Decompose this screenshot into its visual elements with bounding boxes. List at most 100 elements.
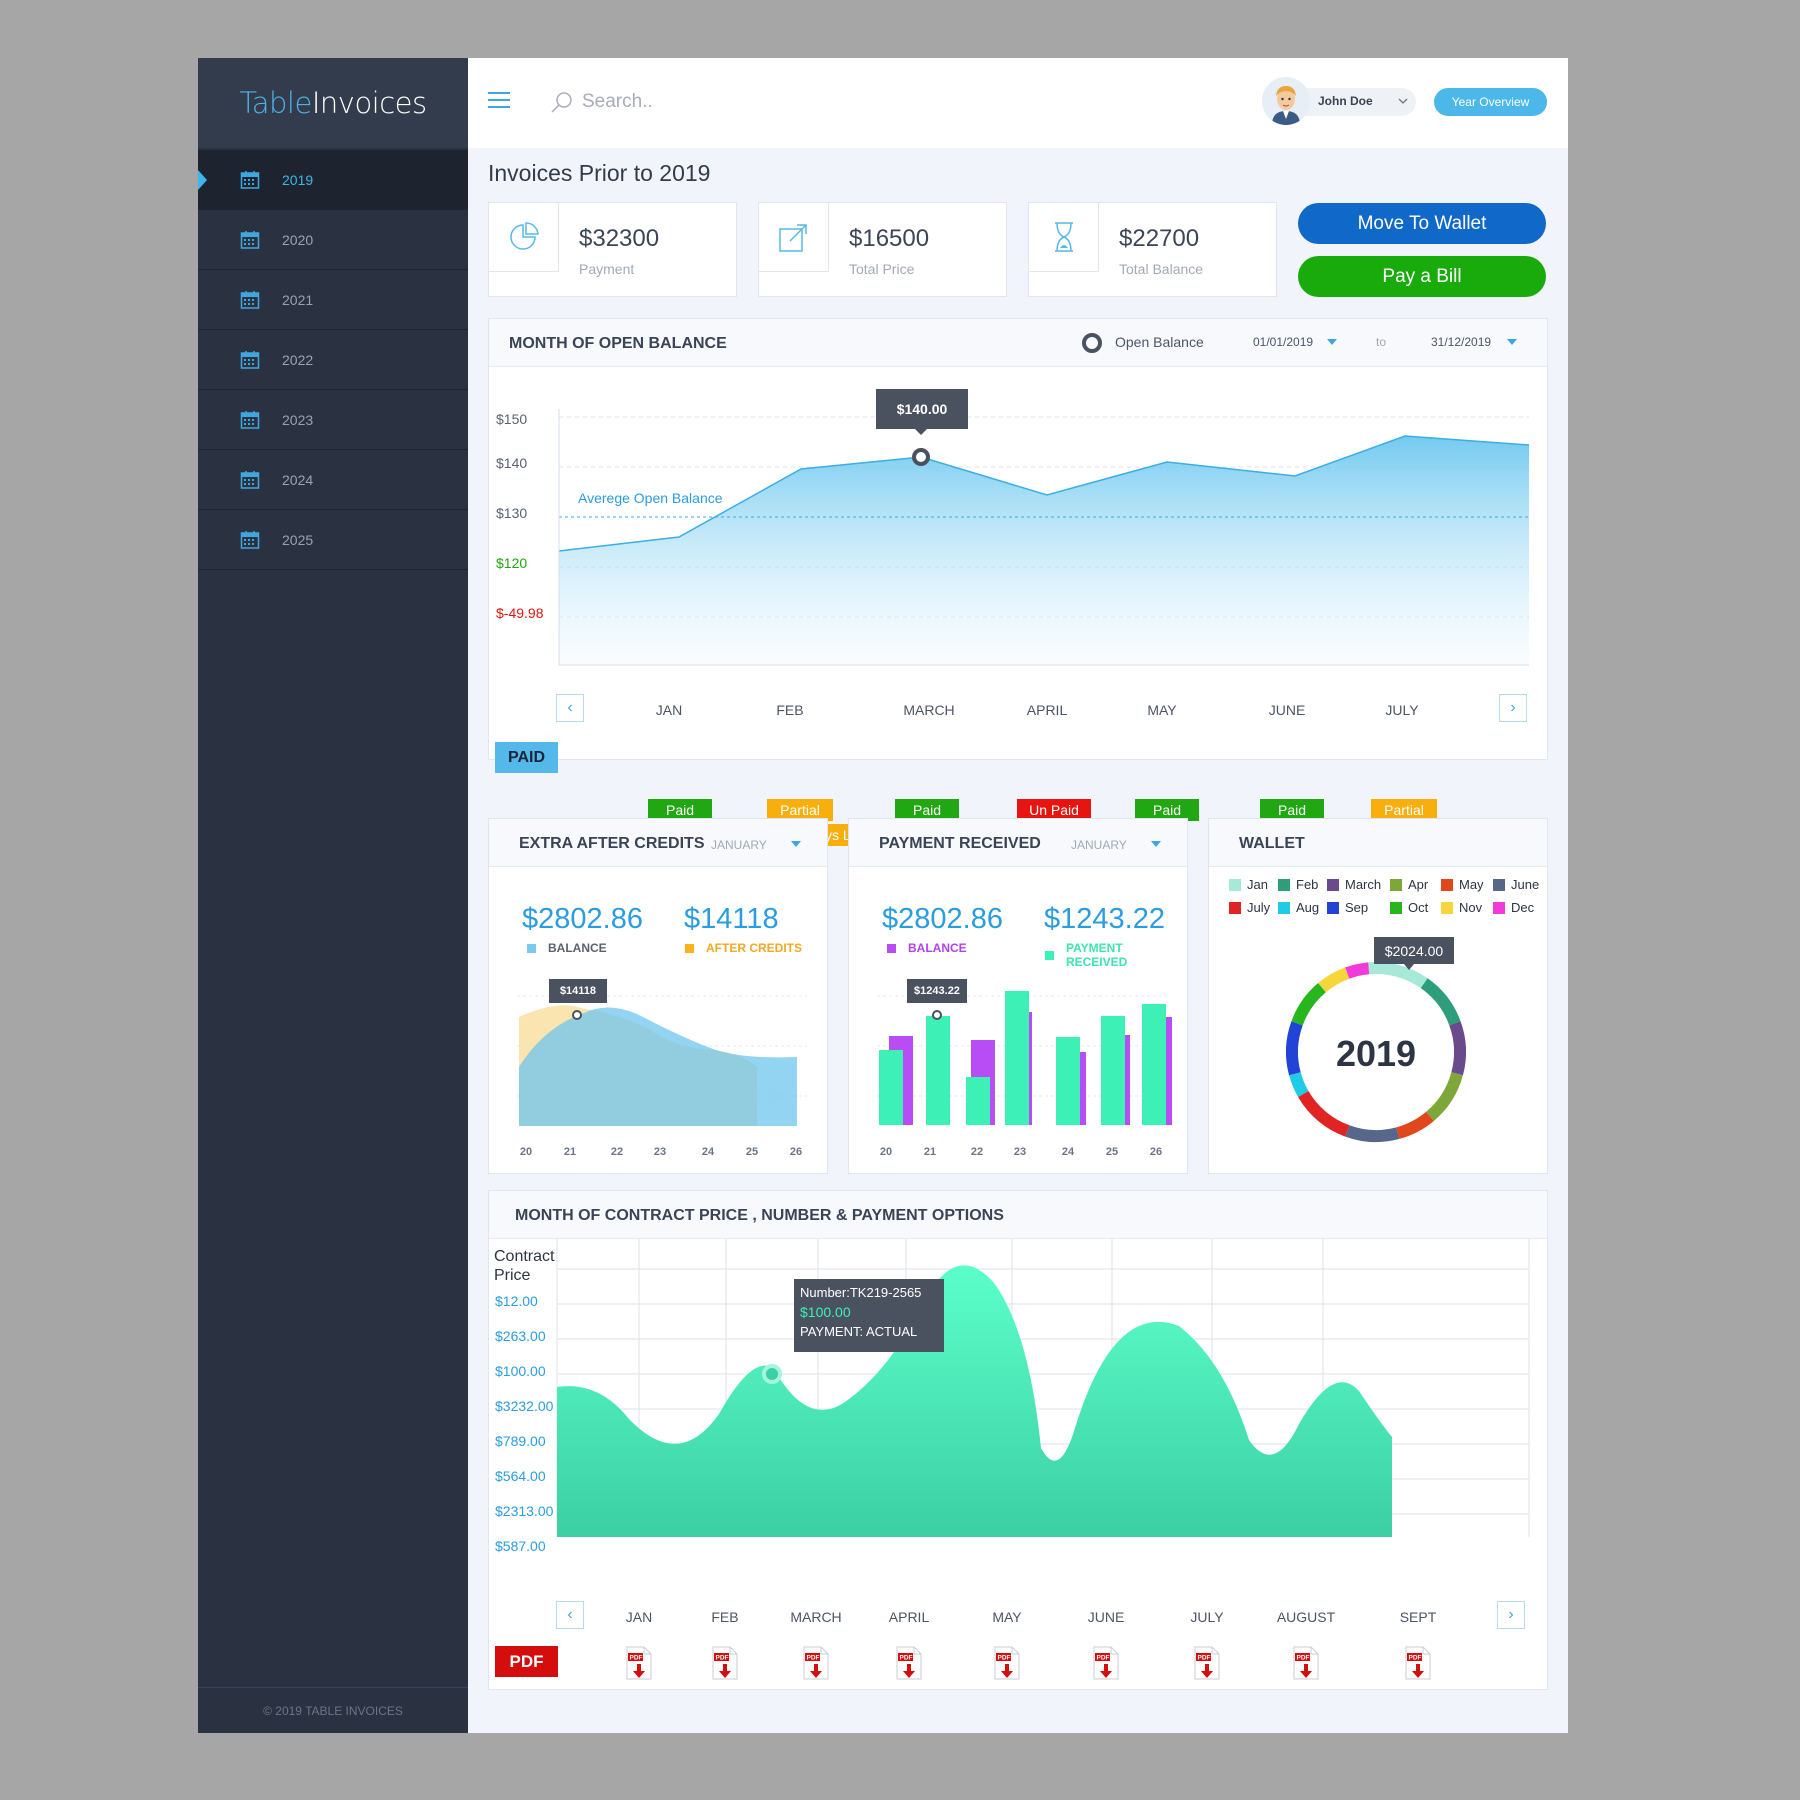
donut-segment[interactable] xyxy=(1368,962,1428,989)
donut-segment[interactable] xyxy=(1318,967,1350,993)
x-tick-label: 24 xyxy=(1061,1146,1075,1158)
caret-down-icon[interactable] xyxy=(1151,841,1161,847)
donut-segment[interactable] xyxy=(1345,1125,1400,1142)
donut-segment[interactable] xyxy=(1420,978,1461,1026)
pay-bill-button[interactable]: Pay a Bill xyxy=(1298,256,1546,297)
x-tick-label: 20 xyxy=(519,1146,533,1158)
caret-down-icon[interactable] xyxy=(1327,339,1337,345)
pdf-download-icon[interactable]: PDF xyxy=(896,1646,922,1680)
legend-swatch xyxy=(1327,901,1339,914)
legend-swatch xyxy=(1493,901,1505,914)
sidebar-item-2025[interactable]: 2025 xyxy=(198,510,468,570)
sidebar: TableInvoices 2019 2020 2021 2022 2023 2024 20… xyxy=(198,58,468,1733)
y-axis-label: $-49.98 xyxy=(496,605,544,621)
sidebar-item-2024[interactable]: 2024 xyxy=(198,450,468,510)
pdf-download-icon[interactable]: PDF xyxy=(1093,1646,1119,1680)
next-month-button[interactable]: › xyxy=(1497,1601,1525,1629)
wallet-center-year: 2019 xyxy=(1335,1033,1417,1074)
legend-item: Nov xyxy=(1441,900,1482,915)
move-to-wallet-button[interactable]: Move To Wallet xyxy=(1298,203,1546,244)
open-balance-title: MONTH OF OPEN BALANCE xyxy=(509,335,727,352)
total-price-value: $16500 xyxy=(849,225,930,252)
bar-payment[interactable] xyxy=(966,1077,990,1125)
user-name[interactable]: John Doe xyxy=(1318,94,1373,108)
sidebar-item-2019[interactable]: 2019 xyxy=(198,150,468,210)
avatar[interactable] xyxy=(1262,77,1310,125)
sidebar-item-2020[interactable]: 2020 xyxy=(198,210,468,270)
donut-segment[interactable] xyxy=(1345,962,1370,979)
legend-label: May xyxy=(1459,877,1484,892)
pdf-download-icon[interactable]: PDF xyxy=(1293,1646,1319,1680)
x-tick-label: 20 xyxy=(879,1146,893,1158)
legend-label: Apr xyxy=(1408,877,1429,892)
month-label: MARCH xyxy=(903,702,955,718)
bar-payment[interactable] xyxy=(1101,1016,1125,1125)
wallet-panel: WALLET Jan Feb March Apr May June July Aug Sep Oc… xyxy=(1208,818,1548,1174)
bar-payment[interactable] xyxy=(1056,1037,1080,1125)
donut-segment[interactable] xyxy=(1449,1021,1466,1076)
donut-segment[interactable] xyxy=(1291,983,1326,1026)
bar-balance[interactable] xyxy=(1123,1035,1130,1125)
sidebar-item-2021[interactable]: 2021 xyxy=(198,270,468,330)
date-to-select[interactable]: 31/12/2019 xyxy=(1431,335,1492,349)
donut-segment[interactable] xyxy=(1298,1091,1350,1137)
wallet-tooltip: $2024.00 xyxy=(1374,937,1454,964)
donut-segment[interactable] xyxy=(1426,1072,1463,1121)
pdf-download-icon[interactable]: PDF xyxy=(712,1646,738,1680)
x-tick-label: 21 xyxy=(563,1146,577,1158)
payment-card: $32300 Payment xyxy=(488,202,737,297)
x-tick-label: 22 xyxy=(610,1146,624,1158)
legend-label: Aug xyxy=(1296,900,1320,915)
search-input[interactable] xyxy=(582,86,882,118)
balance-value: $2802.86 xyxy=(882,903,1003,935)
year-overview-button[interactable]: Year Overview xyxy=(1434,88,1547,116)
x-tick-label: 26 xyxy=(1149,1146,1163,1158)
legend-label: Jan xyxy=(1247,877,1268,892)
pdf-download-icon[interactable]: PDF xyxy=(1194,1646,1220,1680)
month-select[interactable]: JANUARY xyxy=(711,838,767,852)
pdf-download-icon[interactable]: PDF xyxy=(1405,1646,1431,1680)
date-to-separator: to xyxy=(1376,335,1387,349)
menu-icon[interactable] xyxy=(488,92,510,110)
donut-segment[interactable] xyxy=(1286,1021,1303,1076)
sidebar-item-2022[interactable]: 2022 xyxy=(198,330,468,390)
pdf-download-icon[interactable]: PDF xyxy=(803,1646,829,1680)
y-axis-label: $564.00 xyxy=(495,1468,546,1484)
month-label: AUGUST xyxy=(1276,1609,1336,1625)
caret-down-icon[interactable] xyxy=(1507,339,1517,345)
bar-payment[interactable] xyxy=(926,1016,950,1125)
month-select[interactable]: JANUARY xyxy=(1071,838,1127,852)
y-title-line-2: Price xyxy=(494,1267,531,1284)
search-icon[interactable] xyxy=(550,90,574,114)
chart-point-marker[interactable] xyxy=(572,1010,582,1020)
chart-point-marker[interactable] xyxy=(912,448,930,466)
bar-payment[interactable] xyxy=(1142,1004,1166,1125)
chart-point-marker[interactable] xyxy=(762,1364,782,1384)
next-month-button[interactable]: › xyxy=(1499,694,1527,722)
wallet-title: WALLET xyxy=(1239,835,1305,852)
svg-text:PDF: PDF xyxy=(630,1655,643,1662)
month-label: JUNE xyxy=(1268,702,1306,718)
caret-down-icon[interactable] xyxy=(791,841,801,847)
pdf-download-icon[interactable]: PDF xyxy=(626,1646,652,1680)
pdf-download-icon[interactable]: PDF xyxy=(994,1646,1020,1680)
contract-y-title: Contract Price xyxy=(494,1247,554,1285)
payment-received-title: PAYMENT RECEIVED xyxy=(879,835,1041,852)
donut-segment[interactable] xyxy=(1289,1072,1309,1097)
chart-point-marker[interactable] xyxy=(932,1010,942,1020)
contract-title: MONTH OF CONTRACT PRICE , NUMBER & PAYME… xyxy=(515,1207,1004,1224)
bar-payment[interactable] xyxy=(1005,991,1029,1125)
y-axis-label: $140 xyxy=(496,455,528,471)
prev-month-button[interactable]: ‹ xyxy=(556,1601,584,1629)
status-badge: Partial xyxy=(767,799,833,821)
sidebar-item-2023[interactable]: 2023 xyxy=(198,390,468,450)
bar-payment[interactable] xyxy=(879,1050,903,1125)
prev-month-button[interactable]: ‹ xyxy=(556,694,584,722)
donut-segment[interactable] xyxy=(1396,1111,1434,1139)
bar-balance[interactable] xyxy=(1079,1052,1086,1125)
tooltip-arrow xyxy=(915,429,927,435)
date-from-select[interactable]: 01/01/2019 xyxy=(1253,335,1314,349)
bar-balance[interactable] xyxy=(1166,1017,1172,1125)
legend-label: July xyxy=(1247,900,1271,915)
chevron-down-icon[interactable] xyxy=(1398,97,1408,105)
